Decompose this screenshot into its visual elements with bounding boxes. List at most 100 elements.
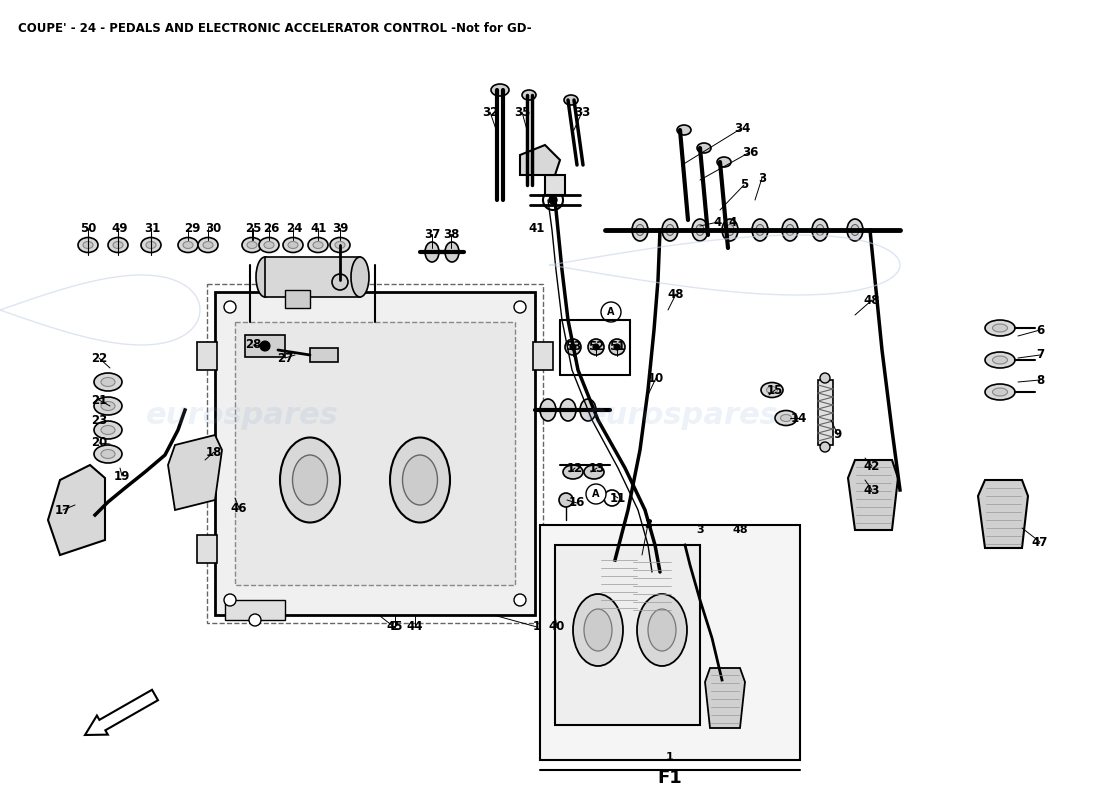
- Text: 11: 11: [609, 491, 626, 505]
- Bar: [214, 292, 535, 615]
- Text: 3: 3: [758, 171, 766, 185]
- Text: 1: 1: [667, 752, 674, 762]
- Text: 53: 53: [564, 341, 581, 354]
- Text: 4: 4: [714, 215, 722, 229]
- Circle shape: [601, 302, 621, 322]
- Ellipse shape: [242, 238, 262, 253]
- Ellipse shape: [692, 219, 708, 241]
- Ellipse shape: [94, 421, 122, 439]
- Ellipse shape: [351, 257, 369, 297]
- Bar: [197, 535, 217, 563]
- Text: 18: 18: [206, 446, 222, 458]
- Bar: [818, 380, 833, 445]
- Bar: [207, 284, 543, 623]
- Ellipse shape: [782, 219, 797, 241]
- Polygon shape: [626, 555, 678, 618]
- Text: 38: 38: [443, 227, 459, 241]
- Text: 30: 30: [205, 222, 221, 234]
- Ellipse shape: [248, 242, 257, 249]
- Circle shape: [549, 196, 557, 204]
- Ellipse shape: [101, 378, 116, 386]
- Ellipse shape: [560, 399, 576, 421]
- Ellipse shape: [446, 242, 459, 262]
- Ellipse shape: [108, 238, 128, 253]
- Ellipse shape: [726, 225, 734, 235]
- Ellipse shape: [113, 242, 123, 249]
- Text: 5: 5: [740, 178, 748, 191]
- Polygon shape: [848, 460, 898, 530]
- Bar: [197, 342, 217, 370]
- Ellipse shape: [761, 382, 783, 398]
- Ellipse shape: [390, 438, 450, 522]
- Polygon shape: [544, 175, 565, 195]
- Bar: [310, 348, 338, 362]
- Circle shape: [224, 301, 236, 313]
- Bar: [226, 600, 285, 620]
- Text: 43: 43: [864, 483, 880, 497]
- Ellipse shape: [178, 238, 198, 253]
- Text: 23: 23: [91, 414, 107, 427]
- Ellipse shape: [573, 594, 623, 666]
- Ellipse shape: [666, 225, 674, 235]
- Circle shape: [332, 274, 348, 290]
- Bar: [285, 290, 310, 308]
- Circle shape: [543, 190, 563, 210]
- Text: 51: 51: [608, 341, 625, 354]
- Text: 6: 6: [1036, 323, 1044, 337]
- Text: 42: 42: [864, 459, 880, 473]
- Circle shape: [820, 442, 830, 452]
- Circle shape: [570, 344, 576, 350]
- Circle shape: [604, 490, 620, 506]
- Text: 46: 46: [231, 502, 248, 514]
- Ellipse shape: [101, 402, 116, 410]
- Ellipse shape: [258, 238, 279, 253]
- Ellipse shape: [637, 594, 688, 666]
- Polygon shape: [978, 480, 1028, 548]
- Text: 24: 24: [286, 222, 302, 234]
- Text: 16: 16: [569, 497, 585, 510]
- Ellipse shape: [662, 219, 678, 241]
- Text: 31: 31: [144, 222, 161, 234]
- Ellipse shape: [564, 95, 578, 105]
- Bar: [245, 335, 285, 357]
- Text: 29: 29: [184, 222, 200, 234]
- Ellipse shape: [425, 242, 439, 262]
- Text: eurospares: eurospares: [145, 402, 339, 430]
- Ellipse shape: [563, 465, 583, 479]
- Ellipse shape: [851, 225, 859, 235]
- Ellipse shape: [992, 388, 1008, 396]
- Ellipse shape: [82, 242, 94, 249]
- Text: 48: 48: [864, 294, 880, 306]
- Ellipse shape: [94, 397, 122, 415]
- Ellipse shape: [141, 238, 161, 253]
- Text: 32: 32: [482, 106, 498, 118]
- Ellipse shape: [717, 157, 732, 167]
- Ellipse shape: [992, 356, 1008, 364]
- Ellipse shape: [101, 426, 116, 434]
- Ellipse shape: [101, 450, 116, 458]
- Polygon shape: [48, 465, 104, 555]
- Circle shape: [565, 339, 581, 355]
- Text: 41: 41: [529, 222, 546, 234]
- Text: 19: 19: [113, 470, 130, 482]
- Ellipse shape: [540, 399, 556, 421]
- Circle shape: [514, 594, 526, 606]
- Text: A: A: [607, 307, 615, 317]
- Ellipse shape: [264, 242, 274, 249]
- Polygon shape: [705, 668, 745, 728]
- Text: 3: 3: [696, 525, 704, 535]
- Ellipse shape: [308, 238, 328, 253]
- Text: 26: 26: [263, 222, 279, 234]
- Ellipse shape: [816, 225, 824, 235]
- Text: 27: 27: [277, 351, 293, 365]
- Circle shape: [614, 344, 620, 350]
- Text: 15: 15: [767, 383, 783, 397]
- Polygon shape: [168, 435, 222, 510]
- Bar: [235, 322, 515, 585]
- Text: 40: 40: [549, 621, 565, 634]
- Ellipse shape: [580, 399, 596, 421]
- Text: 12: 12: [566, 462, 583, 474]
- Circle shape: [249, 614, 261, 626]
- Text: eurospares: eurospares: [585, 402, 779, 430]
- Ellipse shape: [183, 242, 192, 249]
